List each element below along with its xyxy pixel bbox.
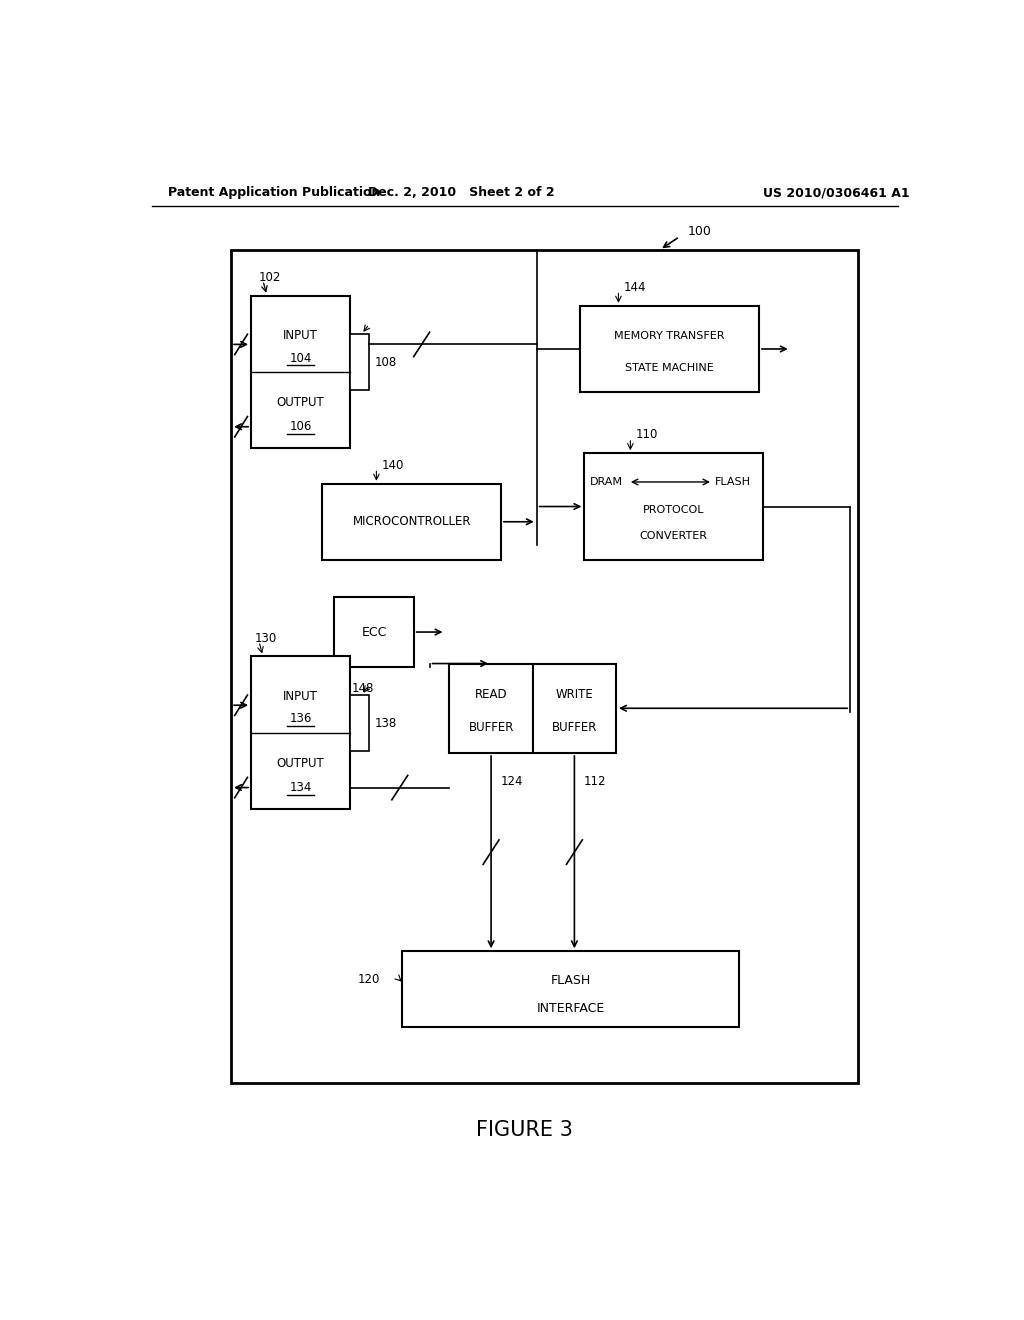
- Bar: [450, 664, 532, 752]
- Bar: [585, 453, 763, 560]
- Text: 136: 136: [290, 713, 311, 726]
- Text: READ: READ: [475, 688, 507, 701]
- Bar: [532, 664, 616, 752]
- Text: OUTPUT: OUTPUT: [276, 396, 325, 409]
- Text: 120: 120: [358, 973, 381, 986]
- Text: 108: 108: [375, 355, 397, 368]
- Bar: [231, 249, 858, 1084]
- Text: 102: 102: [259, 271, 282, 284]
- Text: PROTOCOL: PROTOCOL: [643, 504, 705, 515]
- Text: INPUT: INPUT: [284, 689, 318, 702]
- Text: 148: 148: [352, 682, 374, 696]
- Text: BUFFER: BUFFER: [468, 722, 514, 734]
- Text: 104: 104: [290, 351, 311, 364]
- Bar: [251, 656, 350, 809]
- Text: 106: 106: [290, 420, 311, 433]
- Text: 134: 134: [290, 781, 311, 795]
- Text: Patent Application Publication: Patent Application Publication: [168, 186, 380, 199]
- Bar: [581, 306, 759, 392]
- Text: FIGURE 3: FIGURE 3: [476, 1121, 573, 1140]
- Bar: [334, 598, 414, 667]
- Bar: [350, 334, 370, 391]
- Text: MICROCONTROLLER: MICROCONTROLLER: [352, 515, 471, 528]
- Text: ECC: ECC: [361, 626, 387, 639]
- Text: DRAM: DRAM: [590, 477, 623, 487]
- Text: 124: 124: [501, 775, 523, 788]
- Text: Dec. 2, 2010   Sheet 2 of 2: Dec. 2, 2010 Sheet 2 of 2: [368, 186, 555, 199]
- Text: CONVERTER: CONVERTER: [640, 532, 708, 541]
- Text: 138: 138: [375, 717, 397, 730]
- Text: OUTPUT: OUTPUT: [276, 756, 325, 770]
- Text: INPUT: INPUT: [284, 329, 318, 342]
- Text: 130: 130: [255, 632, 278, 644]
- Text: BUFFER: BUFFER: [552, 722, 597, 734]
- Text: MEMORY TRANSFER: MEMORY TRANSFER: [614, 331, 725, 341]
- Text: STATE MACHINE: STATE MACHINE: [626, 363, 714, 374]
- Bar: [323, 483, 501, 560]
- Text: FLASH: FLASH: [715, 477, 751, 487]
- Text: INTERFACE: INTERFACE: [537, 1002, 604, 1015]
- Text: 110: 110: [636, 429, 658, 441]
- Bar: [350, 696, 370, 751]
- Text: 140: 140: [382, 459, 404, 471]
- Text: WRITE: WRITE: [556, 688, 593, 701]
- Text: 112: 112: [584, 775, 606, 788]
- Text: FLASH: FLASH: [550, 974, 591, 986]
- Bar: [401, 952, 739, 1027]
- Bar: [251, 296, 350, 447]
- Text: 100: 100: [687, 226, 712, 238]
- Text: US 2010/0306461 A1: US 2010/0306461 A1: [763, 186, 909, 199]
- Text: 144: 144: [624, 281, 646, 294]
